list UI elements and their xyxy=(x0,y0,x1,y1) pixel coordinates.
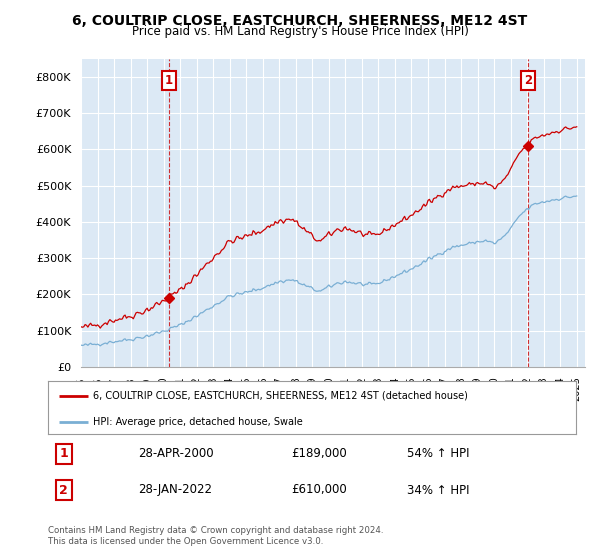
Text: £189,000: £189,000 xyxy=(291,447,347,460)
Text: £610,000: £610,000 xyxy=(291,483,347,497)
Text: 2: 2 xyxy=(524,74,532,87)
Text: Contains HM Land Registry data © Crown copyright and database right 2024.
This d: Contains HM Land Registry data © Crown c… xyxy=(48,526,383,546)
Text: 6, COULTRIP CLOSE, EASTCHURCH, SHEERNESS, ME12 4ST: 6, COULTRIP CLOSE, EASTCHURCH, SHEERNESS… xyxy=(73,14,527,28)
Text: Price paid vs. HM Land Registry's House Price Index (HPI): Price paid vs. HM Land Registry's House … xyxy=(131,25,469,38)
Text: 28-APR-2000: 28-APR-2000 xyxy=(138,447,214,460)
Text: 34% ↑ HPI: 34% ↑ HPI xyxy=(407,483,470,497)
Text: 1: 1 xyxy=(165,74,173,87)
Text: 28-JAN-2022: 28-JAN-2022 xyxy=(138,483,212,497)
Text: 54% ↑ HPI: 54% ↑ HPI xyxy=(407,447,470,460)
Text: 1: 1 xyxy=(59,447,68,460)
Text: 6, COULTRIP CLOSE, EASTCHURCH, SHEERNESS, ME12 4ST (detached house): 6, COULTRIP CLOSE, EASTCHURCH, SHEERNESS… xyxy=(93,391,468,401)
Text: 2: 2 xyxy=(59,483,68,497)
Text: HPI: Average price, detached house, Swale: HPI: Average price, detached house, Swal… xyxy=(93,417,302,427)
